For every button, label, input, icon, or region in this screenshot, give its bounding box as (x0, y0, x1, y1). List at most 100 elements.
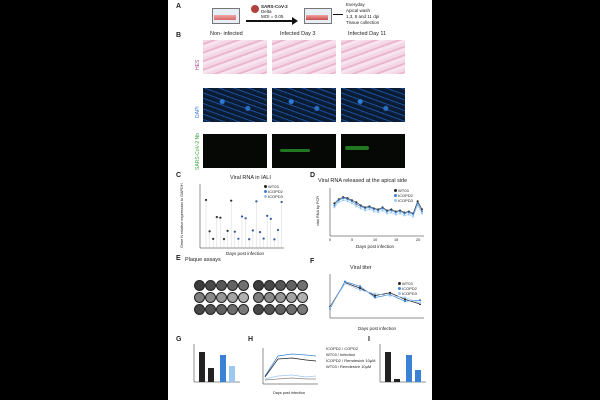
sampling-arrow-icon (333, 14, 343, 15)
panel-c-point (219, 216, 222, 219)
plaque-well (205, 280, 216, 291)
plaque-well (264, 304, 275, 315)
panel-c-point (208, 230, 211, 233)
panel-c-title: Viral RNA in IALI (230, 175, 271, 181)
arrow-right-icon (246, 20, 294, 22)
plaque-grid-copd (253, 280, 309, 320)
panel-d-ylabel: viral RNA by PCR (316, 196, 320, 226)
virus-name: SARS-CoV-2 (261, 4, 288, 9)
col-header-day11: Infected Day 11 (348, 31, 387, 37)
figure: A SARS-CoV-2 Delta MOI = 0.05 Everyday A… (168, 0, 432, 400)
plaque-grid-wt (194, 280, 250, 320)
panel-label-b: B (176, 32, 182, 39)
panel-label-h: H (248, 336, 254, 343)
sars-image-day3 (272, 134, 336, 168)
plaque-well (216, 280, 227, 291)
panel-h-legend-3: ICOPD2 / Remdesivir 10µM (326, 358, 376, 363)
panel-c-legend-3: ICOPD3 (264, 194, 283, 199)
panel-c-point (230, 199, 233, 202)
protocol-text-4: Tissue collection (346, 20, 380, 25)
plaque-well (264, 280, 275, 291)
panel-f-series-line (329, 283, 421, 308)
panel-c-legend-2: ICOPD2 (264, 189, 283, 194)
panel-d-xtick-2: 10 (373, 238, 378, 242)
panel-d-series-line (334, 196, 423, 214)
panel-c-point (258, 231, 262, 234)
variant-name: Delta (261, 9, 272, 14)
panel-h-plot (262, 348, 318, 385)
panel-f-point (418, 299, 422, 302)
plaque-well (286, 304, 297, 315)
panel-c-point (251, 229, 254, 232)
plaque-well (253, 304, 264, 315)
panel-h-legend-2: WT03 / Infection (326, 352, 356, 357)
plaque-well (227, 280, 238, 291)
plaque-well (297, 304, 308, 315)
dapi-image-noninfected (203, 88, 267, 122)
panel-h-xlabel: Days post infection (273, 391, 306, 395)
panel-d-series-line (334, 197, 423, 215)
panel-label-c: C (176, 172, 182, 179)
sars-image-noninfected (203, 134, 267, 168)
plaque-well (253, 280, 264, 291)
plaque-well (194, 280, 205, 291)
col-header-day3: Infected Day 3 (280, 31, 316, 37)
panel-label-a: A (176, 3, 182, 10)
plaque-well (227, 304, 238, 315)
panel-d-xtick-0: 0 (329, 238, 332, 242)
he-image-day3 (272, 40, 336, 74)
panel-h-legend-4: WT03 / Remdesivir 10µM (326, 364, 372, 369)
panel-label-g: G (176, 336, 182, 343)
panel-c-point (233, 230, 236, 233)
plaque-well (275, 304, 286, 315)
plaque-well (216, 304, 227, 315)
infected-tissue-icon (306, 15, 328, 20)
panel-f-xlabel: Days post infection (358, 326, 397, 331)
plaque-well (194, 292, 205, 303)
panel-d-xtick-3: 15 (394, 238, 399, 242)
plaque-well (286, 280, 297, 291)
plaque-well (216, 292, 227, 303)
he-image-noninfected (203, 40, 267, 74)
panel-f-legend-2: ICOPD2 (398, 286, 417, 291)
protocol-text-3: 1,3, 8 and 11 dpi (346, 14, 380, 19)
sars-image-day11 (341, 134, 405, 168)
panel-f-series-line (329, 281, 421, 309)
panel-d-xtick-4: 20 (416, 238, 421, 242)
panel-label-d: D (310, 172, 316, 179)
panel-d-plot (329, 188, 424, 237)
panel-f-legend-1: WT03 (398, 281, 413, 286)
plaque-well (238, 280, 249, 291)
panel-d-series-line (334, 199, 423, 217)
panel-c-point (255, 200, 258, 203)
panel-c-plot (199, 184, 284, 249)
protocol-text-1: Everyday (346, 2, 365, 7)
plaque-well (238, 304, 249, 315)
plaque-well (205, 292, 216, 303)
panel-g-plot (193, 344, 240, 383)
virus-icon (251, 5, 259, 13)
arrow-head-icon (292, 17, 298, 25)
col-header-noninfected: Non- infected (210, 31, 243, 37)
panel-h-legend-1: ICOPD2 / COPD2 (326, 346, 359, 351)
panel-d-legend-2: ICOPD2 (394, 193, 413, 198)
protocol-text-2: Apical wash (346, 8, 371, 13)
panel-d-xlabel: Days post infection (356, 244, 395, 249)
he-image-day11 (341, 40, 405, 74)
panel-c-point (215, 215, 218, 219)
moi-text: MOI = 0.05 (261, 14, 284, 19)
dapi-image-day11 (341, 88, 405, 122)
panel-c-xlabel: Days post infection (226, 251, 265, 256)
panel-d-title: Viral RNA released at the apical side (318, 178, 408, 184)
panel-f-plot (328, 274, 424, 319)
dapi-image-day3 (272, 88, 336, 122)
row-label-sars: SARS-CoV-2 Nb (195, 133, 201, 170)
plaque-well (227, 292, 238, 303)
plaque-well (297, 292, 308, 303)
row-label-dapi: DAPI (195, 106, 201, 118)
plaque-well (286, 292, 297, 303)
plaque-well (297, 280, 308, 291)
panel-label-i: I (368, 336, 370, 343)
row-label-hes: HES (195, 59, 201, 70)
panel-label-f: F (310, 258, 315, 265)
